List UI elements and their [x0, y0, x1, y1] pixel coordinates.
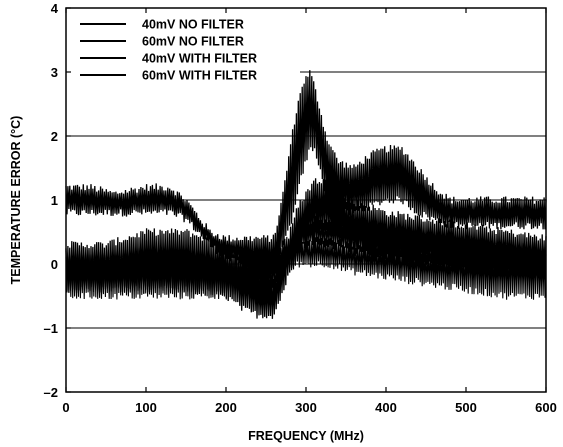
y-tick-label: –2 [44, 385, 58, 400]
legend: 40mV NO FILTER 60mV NO FILTER 40mV WITH FI… [70, 12, 300, 88]
y-axis-title: TEMPERATURE ERROR (°C) [9, 116, 23, 285]
y-tick-label: –1 [44, 321, 58, 336]
y-tick-label: 2 [51, 129, 58, 144]
series-line-1 [65, 70, 547, 280]
legend-label: 60mV NO FILTER [142, 35, 244, 49]
x-tick-label: 300 [295, 400, 317, 415]
x-tick-label: 0 [62, 400, 69, 415]
x-tick-label: 100 [135, 400, 157, 415]
x-axis-title: FREQUENCY (MHz) [248, 429, 364, 443]
legend-label: 40mV NO FILTER [142, 18, 244, 32]
x-tick-label: 600 [535, 400, 557, 415]
y-tick-label: 3 [51, 65, 58, 80]
series-line-4 [65, 234, 547, 300]
legend-label: 40mV WITH FILTER [142, 52, 257, 66]
x-tick-label: 200 [215, 400, 237, 415]
x-tick-label: 400 [375, 400, 397, 415]
axis-ticks: 0 100 200 300 400 500 600 –2 –1 0 1 2 3 4 [44, 1, 557, 415]
y-tick-label: 4 [51, 1, 59, 16]
y-tick-label: 0 [51, 257, 58, 272]
legend-label: 60mV WITH FILTER [142, 69, 257, 83]
x-tick-label: 500 [455, 400, 477, 415]
y-tick-label: 1 [51, 193, 58, 208]
series-traces [65, 70, 547, 319]
